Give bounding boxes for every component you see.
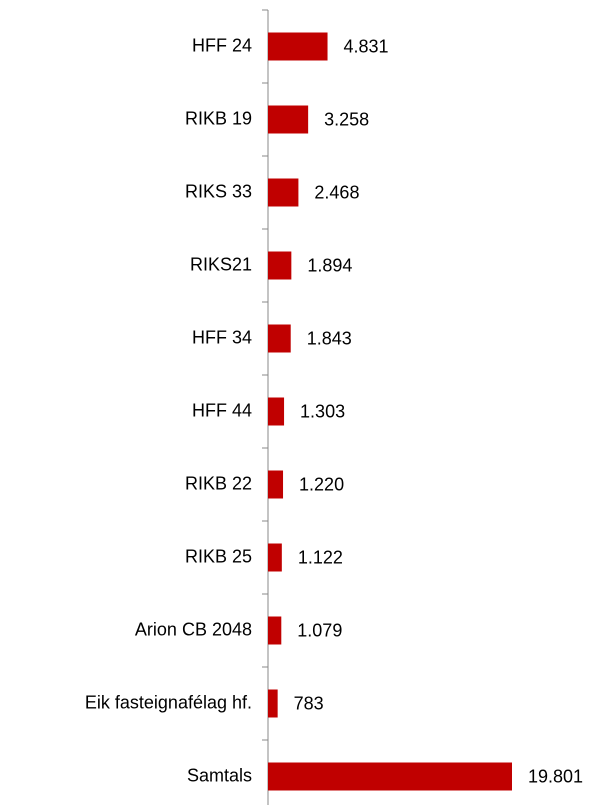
- y-tick-label: Samtals: [187, 765, 252, 785]
- bar: [268, 762, 512, 791]
- data-label: 1.079: [297, 620, 342, 640]
- y-tick-label: Eik fasteignafélag hf.: [85, 692, 252, 712]
- y-tick-label: RIKB 19: [185, 108, 252, 128]
- data-label: 1.894: [307, 255, 352, 275]
- y-tick-label: Arion CB 2048: [135, 619, 252, 639]
- data-label: 1.843: [307, 328, 352, 348]
- y-tick-label: HFF 34: [192, 327, 252, 347]
- bar: [268, 397, 285, 426]
- bar: [268, 324, 291, 353]
- data-label: 1.122: [298, 547, 343, 567]
- y-tick-label: HFF 44: [192, 400, 252, 420]
- y-tick-label: RIKS 33: [185, 181, 252, 201]
- data-label: 2.468: [314, 182, 359, 202]
- data-label: 19.801: [528, 766, 583, 786]
- bar: [268, 251, 292, 280]
- y-tick-label: RIKB 22: [185, 473, 252, 493]
- bar: [268, 689, 278, 718]
- bar: [268, 543, 282, 572]
- bar: [268, 32, 328, 61]
- bar: [268, 470, 284, 499]
- bar: [268, 178, 299, 207]
- y-tick-label: HFF 24: [192, 35, 252, 55]
- y-tick-label: RIKS21: [190, 254, 252, 274]
- data-label: 3.258: [324, 109, 369, 129]
- data-label: 783: [294, 693, 324, 713]
- data-label: 1.303: [300, 401, 345, 421]
- data-label: 4.831: [344, 36, 389, 56]
- bar: [268, 616, 282, 645]
- y-tick-label: RIKB 25: [185, 546, 252, 566]
- bar: [268, 105, 309, 134]
- data-label: 1.220: [299, 474, 344, 494]
